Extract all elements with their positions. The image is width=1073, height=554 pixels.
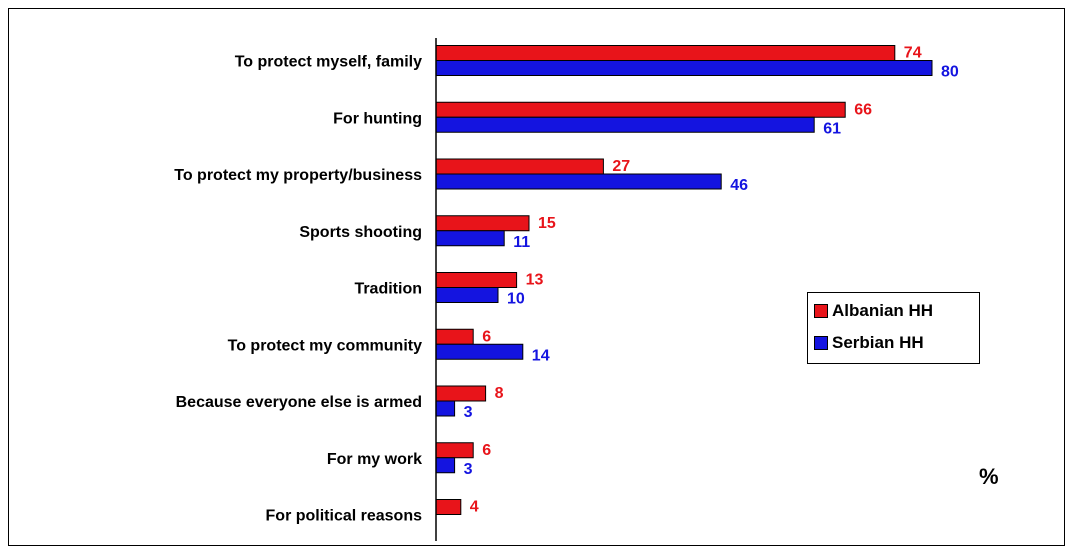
- data-label-albanian-hh-to-protect-myself-family: 74: [904, 45, 922, 62]
- data-label-serbian-hh-because-everyone-else-is-armed: 3: [464, 404, 473, 421]
- data-label-serbian-hh-for-my-work: 3: [464, 461, 473, 478]
- data-label-albanian-hh-to-protect-my-community: 6: [482, 328, 491, 345]
- category-label-to-protect-myself-family: To protect myself, family: [235, 54, 422, 71]
- legend-item-albanian: Albanian HH: [814, 300, 933, 322]
- bar-albanian-hh-tradition: [435, 272, 518, 288]
- data-label-serbian-hh-sports-shooting: 11: [513, 234, 530, 251]
- legend-item-serbian: Serbian HH: [814, 332, 924, 354]
- bar-serbian-hh-to-protect-myself-family: [435, 60, 933, 76]
- bar-albanian-hh-sports-shooting: [435, 215, 530, 232]
- data-label-serbian-hh-for-hunting: 61: [823, 120, 841, 137]
- category-label-tradition: Tradition: [354, 281, 422, 298]
- legend-label-serbian: Serbian HH: [832, 333, 924, 352]
- legend-swatch-albanian: [814, 304, 828, 318]
- category-label-sports-shooting: Sports shooting: [299, 224, 422, 241]
- data-label-serbian-hh-to-protect-my-property-business: 46: [730, 177, 748, 194]
- data-label-albanian-hh-tradition: 13: [526, 272, 544, 289]
- data-label-albanian-hh-sports-shooting: 15: [538, 215, 556, 232]
- category-label-for-my-work: For my work: [327, 451, 422, 468]
- data-label-albanian-hh-for-my-work: 6: [482, 442, 491, 459]
- category-label-for-political-reasons: For political reasons: [266, 508, 423, 525]
- bar-serbian-hh-to-protect-my-community: [435, 343, 524, 360]
- bars-layer: To protect myself, family 74 80 For hunting…: [174, 45, 959, 525]
- bar-albanian-hh-because-everyone-else-is-armed: [435, 385, 487, 402]
- bar-albanian-hh-to-protect-my-property-business: [435, 158, 604, 175]
- chart-frame: To protect myself, family 74 80 For hunting…: [8, 8, 1065, 546]
- bar-albanian-hh-to-protect-myself-family: [435, 45, 896, 61]
- bar-serbian-hh-because-everyone-else-is-armed: [435, 400, 456, 417]
- bar-albanian-hh-for-hunting: [435, 101, 846, 118]
- bar-albanian-hh-for-my-work: [435, 442, 474, 459]
- unit-label: %: [979, 464, 999, 489]
- legend-label-albanian: Albanian HH: [832, 301, 934, 320]
- data-label-albanian-hh-for-political-reasons: 4: [470, 499, 479, 516]
- bar-albanian-hh-to-protect-my-community: [435, 328, 474, 345]
- chart-plot: To protect myself, family 74 80 For hunting…: [174, 38, 959, 541]
- data-label-albanian-hh-because-everyone-else-is-armed: 8: [495, 385, 504, 402]
- bar-serbian-hh-tradition: [435, 287, 499, 303]
- bar-albanian-hh-for-political-reasons: [435, 499, 462, 515]
- category-label-for-hunting: For hunting: [333, 110, 422, 127]
- bar-serbian-hh-to-protect-my-property-business: [435, 173, 722, 190]
- data-label-albanian-hh-to-protect-my-property-business: 27: [612, 158, 630, 175]
- data-label-serbian-hh-to-protect-my-community: 14: [532, 347, 550, 364]
- bar-serbian-hh-for-my-work: [435, 457, 456, 474]
- legend-swatch-serbian: [814, 336, 828, 350]
- bar-serbian-hh-for-hunting: [435, 116, 815, 133]
- bar-serbian-hh-sports-shooting: [435, 230, 505, 247]
- category-label-because-everyone-else-is-armed: Because everyone else is armed: [176, 394, 422, 411]
- legend: Albanian HH Serbian HH: [807, 292, 980, 364]
- data-label-albanian-hh-for-hunting: 66: [854, 101, 872, 118]
- data-label-serbian-hh-to-protect-myself-family: 80: [941, 64, 959, 81]
- category-label-to-protect-my-community: To protect my community: [228, 337, 422, 354]
- category-label-to-protect-my-property-business: To protect my property/business: [174, 167, 422, 184]
- data-label-serbian-hh-tradition: 10: [507, 291, 525, 308]
